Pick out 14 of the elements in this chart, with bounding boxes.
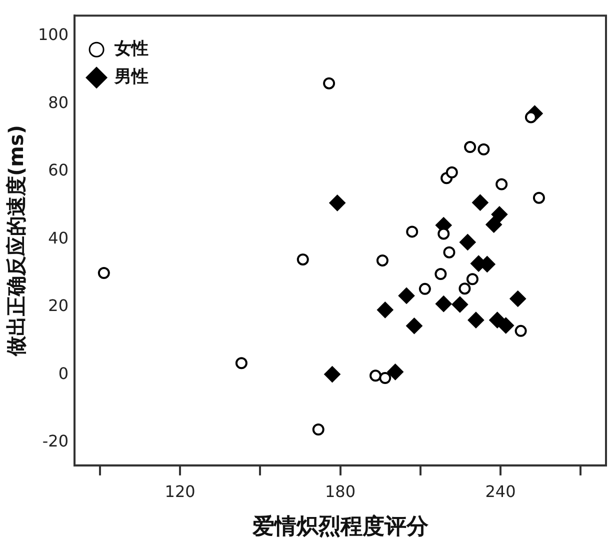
y-tick-label: 40 — [48, 228, 69, 248]
y-tick-label: -20 — [42, 432, 69, 451]
x-tick-label: 240 — [485, 482, 516, 502]
x-tick-label: 120 — [164, 482, 196, 502]
legend-label: 女性 — [114, 39, 149, 60]
y-axis-title: 做出正确反应的速度(ms) — [4, 124, 28, 358]
y-tick-label: 60 — [48, 160, 69, 180]
y-tick-label: 80 — [48, 92, 69, 112]
legend-label: 男性 — [114, 67, 149, 88]
x-tick-label: 180 — [324, 482, 356, 502]
y-tick-label: 20 — [48, 296, 69, 316]
x-axis-title: 爱情炽烈程度评分 — [251, 514, 430, 540]
y-tick-label: 0 — [58, 364, 69, 383]
y-tick-label: 100 — [38, 25, 69, 44]
